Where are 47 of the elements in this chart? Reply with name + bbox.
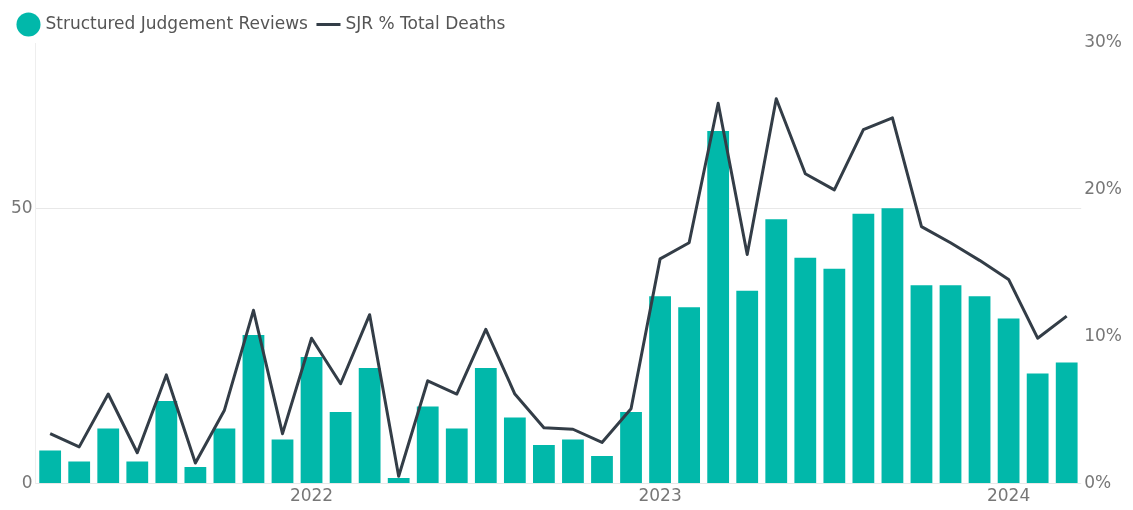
y2-tick-label: 10% (1084, 325, 1123, 346)
bar (852, 213, 875, 484)
bar (997, 318, 1020, 484)
bar (591, 456, 613, 484)
bar (1055, 362, 1078, 484)
bar (126, 461, 149, 484)
x-tick-label: 2023 (638, 485, 682, 506)
bar (823, 268, 846, 484)
bar (184, 467, 207, 484)
bar (68, 461, 91, 484)
y2-tick-label: 30% (1084, 31, 1123, 52)
bar (242, 334, 265, 484)
y-tick-label: 50 (10, 196, 33, 217)
bar (387, 478, 410, 484)
bar (794, 257, 817, 484)
bar (968, 296, 991, 484)
y2-tick-label: 0% (1084, 472, 1112, 493)
bar (416, 406, 439, 484)
bar (910, 285, 933, 484)
bar (1026, 373, 1049, 484)
bar (533, 445, 555, 484)
x-tick-label: 2022 (289, 485, 334, 506)
bar (474, 367, 497, 484)
bar (300, 356, 323, 484)
bar (155, 400, 178, 484)
bar (881, 208, 904, 484)
bar (707, 131, 730, 484)
bar (329, 412, 352, 484)
legend-label: SJR % Total Deaths (345, 12, 506, 33)
y2-tick-label: 20% (1084, 178, 1123, 199)
bar (503, 417, 526, 484)
bar (736, 290, 759, 484)
bar (939, 285, 962, 484)
bar (97, 428, 120, 484)
bar (678, 307, 701, 484)
bar (620, 412, 642, 484)
bar (358, 367, 381, 484)
x-tick-label: 2024 (986, 485, 1031, 506)
bar (271, 439, 294, 484)
bar (765, 219, 788, 484)
y-tick-label: 0 (21, 472, 33, 493)
legend-label: Structured Judgement Reviews (45, 12, 309, 33)
bar (562, 439, 584, 484)
bar (213, 428, 236, 484)
bar (649, 296, 671, 484)
bar (39, 450, 62, 484)
bar (445, 428, 468, 484)
